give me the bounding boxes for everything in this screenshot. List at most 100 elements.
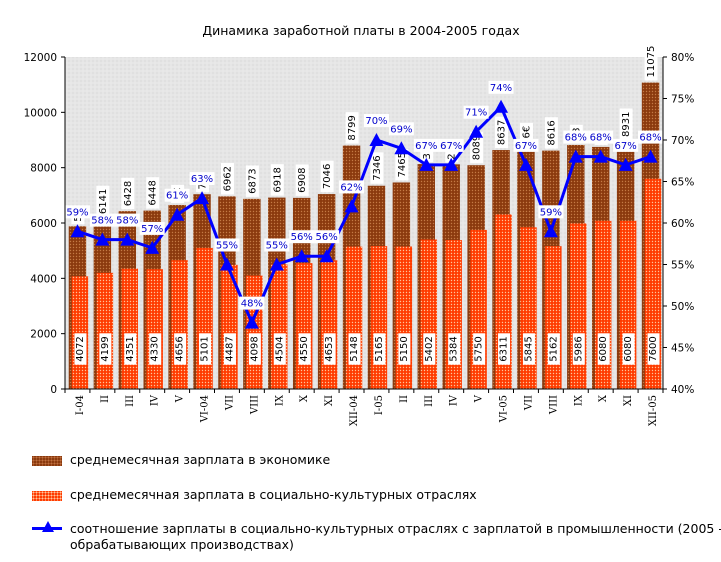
data-label-bg-social [647, 333, 660, 365]
data-label-bg-social [74, 333, 87, 365]
y-tick-label: 0 [50, 384, 57, 396]
x-tick-label: VII [523, 395, 534, 411]
data-label-bg-economy [345, 112, 359, 144]
legend-label-social: среднемесячная зарплата в социально-куль… [70, 487, 477, 502]
data-label-bg-social [498, 333, 511, 365]
ratio-marker [95, 232, 110, 246]
data-label-social: 5165 [374, 336, 385, 361]
bar-social [96, 272, 114, 389]
data-label-social: 4072 [75, 336, 86, 361]
ratio-marker [643, 149, 658, 163]
data-label-social: 4487 [224, 336, 235, 361]
data-label-economy: 8931 [621, 111, 632, 136]
x-tick-label: XI [623, 395, 634, 406]
data-label-bg-ratio [339, 180, 365, 194]
data-label-bg-social [348, 333, 361, 365]
data-label-bg-ratio [239, 296, 265, 310]
bar-social [545, 246, 562, 389]
data-label-bg-ratio [388, 122, 414, 136]
legend-item-ratio: соотношение зарплаты в социально-культур… [32, 521, 721, 553]
ratio-marker [70, 224, 85, 238]
bar-social [171, 260, 188, 389]
y2-tick-label: 60% [671, 218, 694, 230]
data-label-ratio: 59% [66, 207, 88, 218]
data-label-ratio: 70% [365, 116, 387, 127]
data-label-economy: 7465 [397, 152, 408, 177]
y-tick-label: 8000 [30, 163, 57, 175]
data-label-bg-ratio [64, 205, 90, 219]
x-tick-label: III [125, 395, 136, 407]
data-label-bg-economy [445, 150, 459, 163]
x-tick-label: VI-04 [200, 395, 211, 423]
data-label-economy: 2 [447, 153, 458, 159]
data-label-social: 4653 [324, 336, 335, 361]
data-label-social: 4656 [175, 336, 186, 361]
data-label-ratio: 55% [266, 241, 288, 252]
data-label-bg-economy [370, 152, 384, 184]
ratio-marker [170, 207, 185, 221]
y2-tick-label: 45% [671, 343, 694, 355]
legend-label-ratio: соотношение зарплаты в социально-культур… [70, 521, 721, 553]
data-label-social: 4199 [100, 336, 111, 361]
x-tick-label: IX [274, 394, 285, 406]
data-label-bg-economy [196, 180, 210, 193]
bar-social [370, 246, 388, 389]
data-label-social: 6080 [598, 336, 609, 361]
data-label-bg-social [248, 333, 261, 365]
y-tick-label: 4000 [30, 273, 57, 285]
ratio-marker [344, 199, 359, 213]
data-label-bg-ratio [413, 138, 439, 152]
data-label-economy: 8637 [497, 120, 508, 145]
data-label-economy: 6428 [123, 181, 134, 206]
ratio-marker [219, 257, 234, 271]
triangle-marker-icon [42, 521, 54, 532]
data-label-bg-ratio [563, 130, 589, 144]
data-label-social: 5150 [399, 336, 410, 361]
data-label-economy: 6918 [272, 167, 283, 192]
data-label-ratio: 59% [540, 207, 562, 218]
data-label-ratio: 67% [440, 141, 462, 152]
x-tick-label: X [598, 394, 609, 402]
legend-item-economy: среднемесячная зарплата в экономике [32, 452, 330, 468]
ratio-marker [568, 149, 583, 163]
y-tick-label: 2000 [30, 329, 57, 341]
x-tick-label: III [424, 395, 435, 407]
ratio-marker [543, 224, 558, 238]
data-label-bg-ratio [588, 130, 614, 144]
bar-social [246, 275, 263, 389]
ratio-marker [244, 315, 259, 329]
ratio-marker [319, 249, 334, 263]
data-label-economy: 6908 [297, 167, 308, 192]
data-label-bg-economy [470, 131, 484, 164]
data-label-social: 4351 [125, 336, 136, 361]
data-label-bg-social [124, 333, 137, 365]
x-tick-label: XII-05 [648, 395, 659, 426]
data-label-economy: 6962 [222, 166, 233, 191]
bar-social [146, 269, 163, 389]
x-tick-label: V [175, 394, 186, 403]
data-label-ratio: 71% [465, 108, 487, 119]
bar-social [445, 240, 462, 389]
y2-tick-label: 55% [671, 260, 694, 272]
data-label-bg-social [473, 333, 486, 365]
data-label-bg-economy [220, 162, 234, 195]
data-label-economy: 5 [73, 215, 84, 221]
data-label-economy: 7346 [372, 155, 383, 180]
data-label-bg-economy [495, 116, 509, 149]
data-label-ratio: 57% [141, 224, 163, 235]
bar-social [470, 229, 487, 389]
data-label-bg-ratio [114, 213, 140, 227]
data-label-bg-ratio [363, 114, 389, 127]
legend-label-ratio-line2: обрабатывающих производствах) [70, 537, 294, 552]
x-tick-label: IX [573, 394, 584, 406]
data-label-bg-economy [245, 165, 259, 197]
data-label-bg-ratio [314, 230, 340, 244]
data-label-ratio: 67% [615, 141, 637, 152]
data-label-economy: 7046 [322, 164, 333, 189]
y-tick-label: 12000 [24, 52, 57, 64]
data-label-ratio: 62% [340, 182, 362, 193]
y2-tick-label: 40% [671, 384, 694, 396]
data-label-bg-economy [71, 212, 85, 225]
bar-social [320, 260, 338, 389]
data-label-bg-economy [121, 177, 135, 210]
